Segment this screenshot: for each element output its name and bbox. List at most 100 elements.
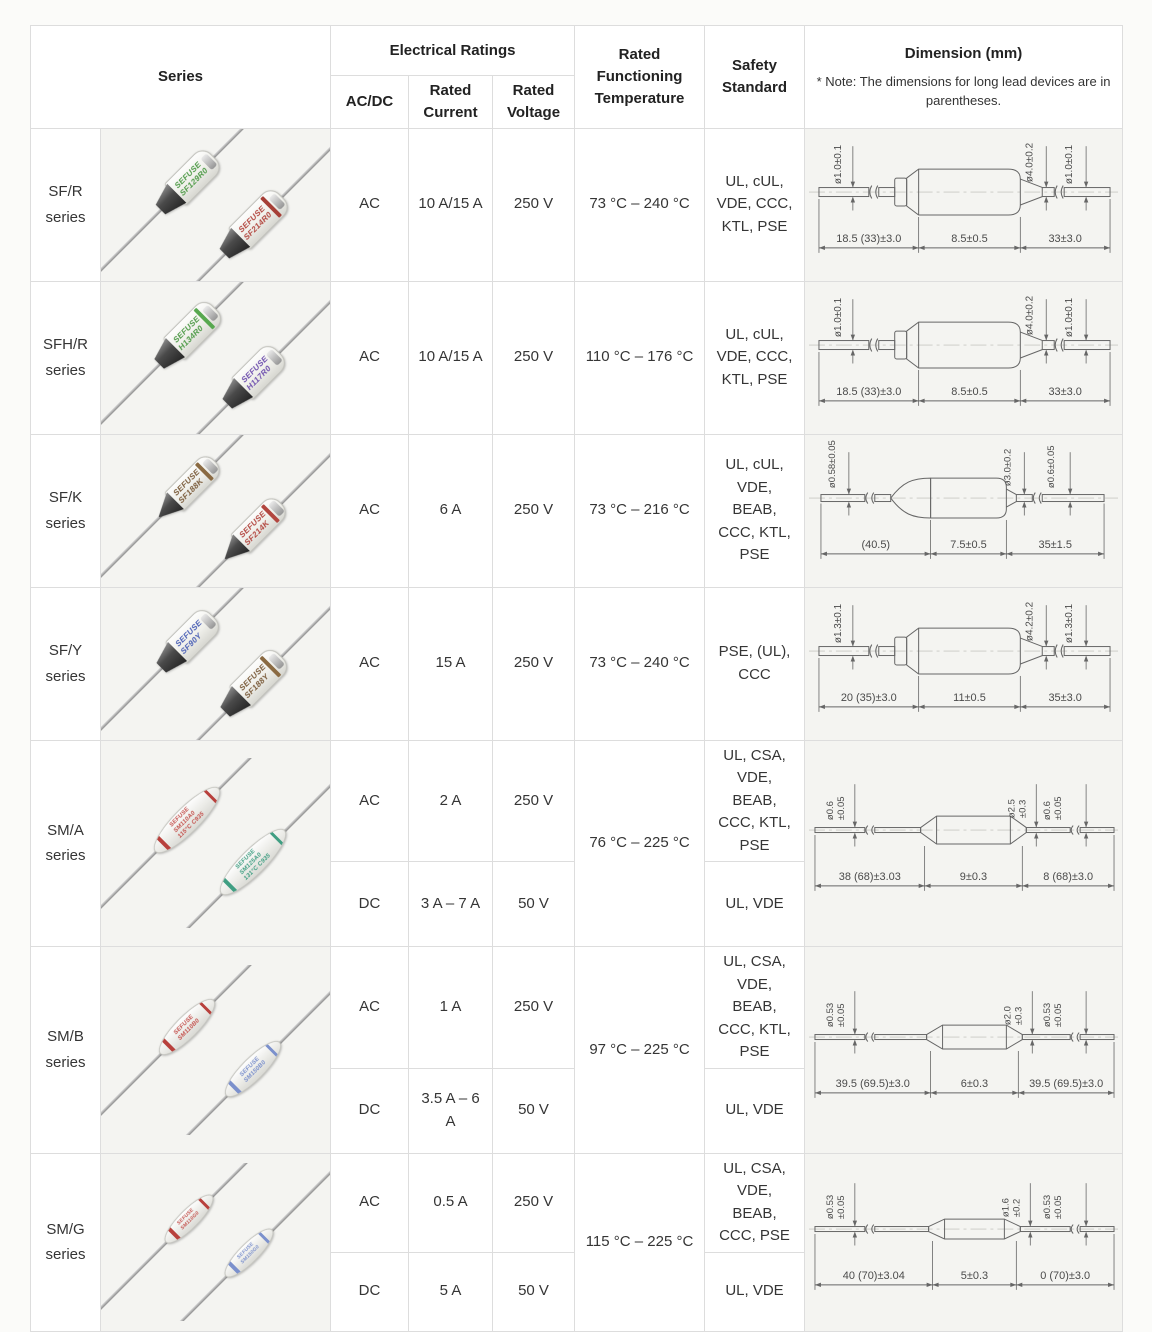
- series-word: series: [45, 1053, 86, 1071]
- svg-text:ø0.53: ø0.53: [1042, 1195, 1053, 1219]
- fuse-label: SEFUSE SM150G0: [236, 1241, 261, 1266]
- fuse-body: SEFUSE SM110A0 115°C C935: [145, 779, 229, 862]
- product-photo: SEFUSE H134R0 SEFUSE H117R0: [101, 281, 331, 434]
- svg-text:40 (70)±3.04: 40 (70)±3.04: [843, 1270, 905, 1282]
- svg-text:8 (68)±3.0: 8 (68)±3.0: [1043, 871, 1093, 883]
- dimension-note: * Note: The dimensions for long lead dev…: [816, 73, 1111, 109]
- series-name: SF/K: [48, 489, 83, 506]
- svg-text:18.5 (33)±3.0: 18.5 (33)±3.0: [836, 385, 901, 397]
- dimension-title: Dimension (mm): [904, 44, 1023, 62]
- fuse-shell: SEFUSE SM150G0: [218, 1222, 280, 1284]
- dimension-drawing: 20 (35)±3.0 11±0.5 35±3.0 ø1.3±0.1 ø4.2±0.2 ø…: [805, 588, 1122, 740]
- fuse-shell: SEFUSE SM110G0: [158, 1188, 220, 1250]
- series-word: series: [45, 847, 86, 865]
- fuse-shell: SEFUSE SM125A0 131°C C935: [211, 821, 295, 904]
- product-table: Series Electrical Ratings Rated Function…: [29, 25, 1124, 1332]
- temperature-cell: 73 °C – 240 °C: [574, 127, 706, 282]
- voltage-cell: 250 V: [492, 1152, 576, 1253]
- svg-text:±0.05: ±0.05: [1053, 1195, 1064, 1219]
- svg-text:ø0.58±0.05: ø0.58±0.05: [827, 440, 838, 488]
- dimension-drawing: (40.5) 7.5±0.5 35±1.5 ø0.58±0.05 ø3.0±0.2 ø0.…: [805, 435, 1122, 587]
- fuse-body: SEFUSE SM110G0: [158, 1188, 220, 1250]
- svg-text:ø0.6±0.05: ø0.6±0.05: [1046, 445, 1057, 488]
- voltage-cell: 250 V: [492, 739, 576, 862]
- series-name: SF/R: [48, 183, 83, 200]
- svg-text:11±0.5: 11±0.5: [953, 691, 986, 703]
- temperature-cell: 97 °C – 225 °C: [574, 946, 706, 1154]
- dimension-cell: (40.5) 7.5±0.5 35±1.5 ø0.58±0.05 ø3.0±0.2 ø0.…: [804, 433, 1124, 588]
- dimension-diagram: 20 (35)±3.0 11±0.5 35±3.0 ø1.3±0.1 ø4.2±0.2 ø…: [809, 601, 1119, 712]
- current-cell: 3.5 A – 6 A: [408, 1067, 494, 1154]
- fuse-label: SEFUSE SM110G0: [176, 1206, 201, 1232]
- product-photo: SEFUSE SM110G0 SEFUSE SM150G0: [101, 1163, 331, 1321]
- safety-cell: UL, VDE: [704, 1067, 806, 1154]
- svg-text:±0.2: ±0.2: [1011, 1199, 1022, 1217]
- acdc-cell: AC: [330, 127, 410, 282]
- svg-text:ø0.53: ø0.53: [825, 1195, 836, 1219]
- safety-cell: UL, cUL, VDE, CCC, KTL, PSE: [704, 280, 806, 435]
- product-photo-cell: SEFUSE SF129R0 SEFUSE SF214R0: [99, 127, 332, 282]
- svg-text:±0.3: ±0.3: [1017, 800, 1028, 818]
- product-photo-cell: SEFUSE SM110A0 115°C C935 SEFUSE SM125A0 131°…: [99, 739, 332, 947]
- svg-text:ø0.53: ø0.53: [1042, 1003, 1053, 1027]
- acdc-cell: AC: [330, 586, 410, 741]
- fuse-body: SEFUSE SM125A0 131°C C935: [211, 821, 295, 904]
- dimension-drawing: 38 (68)±3.03 9±0.3 8 (68)±3.0 ø0.6 ±0.05 ø2.5…: [805, 758, 1122, 928]
- safety-cell: UL, CSA, VDE, BEAB, CCC, KTL, PSE: [704, 739, 806, 862]
- svg-text:8.5±0.5: 8.5±0.5: [951, 232, 987, 244]
- series-word: series: [45, 667, 86, 685]
- voltage-cell: 250 V: [492, 433, 576, 588]
- color-band: [153, 834, 174, 854]
- svg-text:ø1.3±0.1: ø1.3±0.1: [1064, 603, 1075, 643]
- svg-text:20 (35)±3.0: 20 (35)±3.0: [841, 691, 897, 703]
- product-photo-cell: SEFUSE SM110G0 SEFUSE SM150G0: [99, 1152, 332, 1332]
- temperature-cell: 73 °C – 216 °C: [574, 433, 706, 588]
- svg-text:5±0.3: 5±0.3: [961, 1270, 988, 1282]
- dimension-cell: 20 (35)±3.0 11±0.5 35±3.0 ø1.3±0.1 ø4.2±0.2 ø…: [804, 586, 1124, 741]
- dimension-diagram: (40.5) 7.5±0.5 35±1.5 ø0.58±0.05 ø3.0±0.2 ø0.…: [809, 440, 1119, 559]
- svg-text:ø1.3±0.1: ø1.3±0.1: [833, 603, 844, 643]
- svg-text:ø4.2±0.2: ø4.2±0.2: [1024, 601, 1035, 641]
- svg-text:18.5 (33)±3.0: 18.5 (33)±3.0: [836, 232, 901, 244]
- current-cell: 10 A/15 A: [408, 127, 494, 282]
- svg-text:35±3.0: 35±3.0: [1048, 691, 1081, 703]
- acdc-cell: DC: [330, 1067, 410, 1154]
- col-header-electrical-ratings: Electrical Ratings: [330, 25, 576, 76]
- svg-text:±0.05: ±0.05: [836, 1003, 847, 1027]
- svg-text:ø4.0±0.2: ø4.0±0.2: [1024, 142, 1035, 182]
- acdc-cell: AC: [330, 433, 410, 588]
- color-band: [262, 1041, 281, 1059]
- product-photo-cell: SEFUSE SF90Y SEFUSE SF188Y: [99, 586, 332, 741]
- fuse-label: SEFUSE SF129R0: [173, 158, 209, 198]
- safety-cell: UL, cUL, VDE, CCC, KTL, PSE: [704, 127, 806, 282]
- series-cell: SF/Y series: [30, 586, 101, 741]
- svg-text:6±0.3: 6±0.3: [961, 1078, 988, 1090]
- svg-text:38 (68)±3.03: 38 (68)±3.03: [839, 871, 901, 883]
- series-cell: SM/A series: [30, 739, 101, 947]
- safety-cell: UL, VDE: [704, 861, 806, 947]
- fuse-label: SEFUSE H134R0: [171, 313, 205, 352]
- fuse-body: SEFUSE SF214K: [216, 493, 291, 568]
- color-band: [256, 1230, 272, 1246]
- svg-text:ø0.6: ø0.6: [825, 801, 836, 820]
- series-name: SFH/R: [43, 336, 88, 353]
- series-name: SM/G: [46, 1220, 85, 1238]
- acdc-cell: DC: [330, 861, 410, 947]
- product-photo: SEFUSE SF90Y SEFUSE SF188Y: [101, 587, 331, 740]
- current-cell: 2 A: [408, 739, 494, 862]
- voltage-cell: 250 V: [492, 280, 576, 435]
- acdc-cell: AC: [330, 280, 410, 435]
- svg-text:33±3.0: 33±3.0: [1048, 385, 1081, 397]
- current-cell: 3 A – 7 A: [408, 861, 494, 947]
- current-cell: 1 A: [408, 946, 494, 1069]
- fuse-label: SEFUSE SF90Y: [174, 616, 204, 656]
- current-cell: 0.5 A: [408, 1152, 494, 1253]
- safety-cell: UL, VDE: [704, 1251, 806, 1332]
- series-name: SM/A: [47, 821, 84, 839]
- fuse-body: SEFUSE H117R0: [216, 340, 290, 414]
- dimension-drawing: 39.5 (69.5)±3.0 6±0.3 39.5 (69.5)±3.0 ø0.53…: [805, 965, 1122, 1135]
- col-header-series: Series: [29, 25, 332, 129]
- dimension-cell: 18.5 (33)±3.0 8.5±0.5 33±3.0 ø1.0±0.1 ø4.0±0…: [804, 280, 1124, 435]
- fuse-body: SEFUSE SM150G0: [218, 1222, 280, 1284]
- fuse-label: SEFUSE SF214K: [237, 508, 271, 547]
